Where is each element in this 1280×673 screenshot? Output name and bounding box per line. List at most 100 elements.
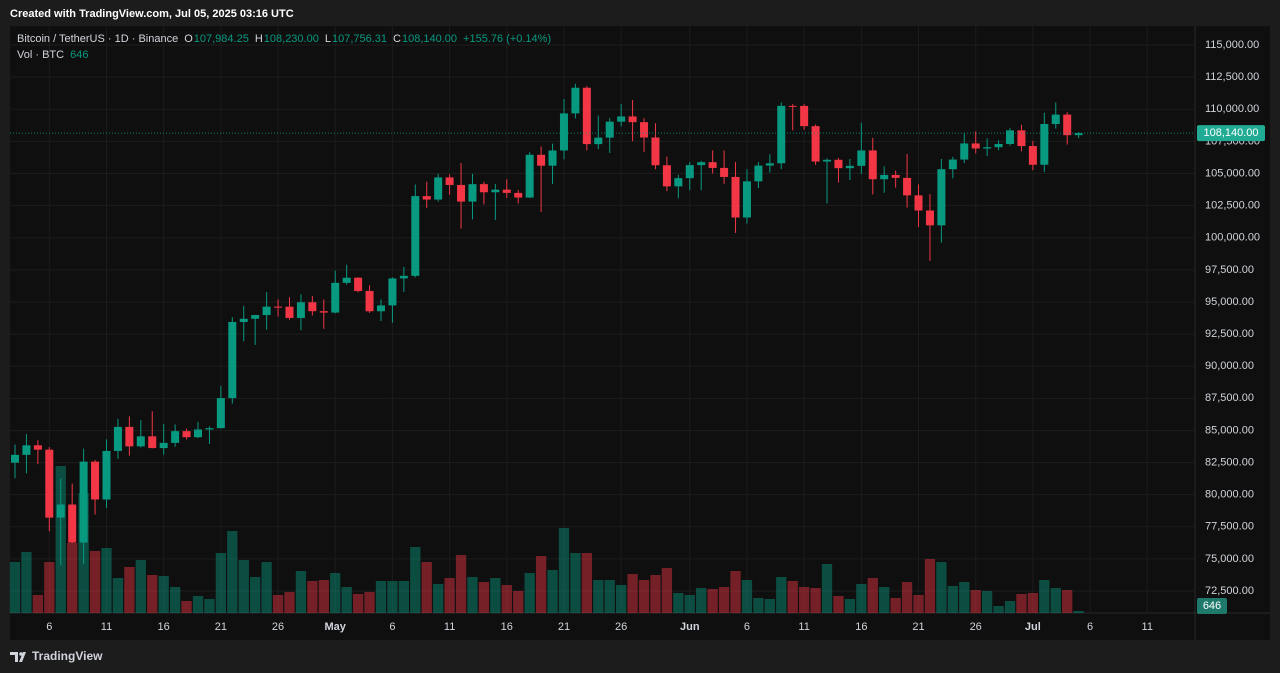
volume-bar	[238, 560, 249, 613]
candle-body	[708, 162, 717, 168]
candle-body	[228, 321, 237, 399]
candle-body	[754, 165, 763, 182]
x-tick-label: 6	[744, 621, 750, 633]
candle-body	[91, 461, 100, 500]
candle-body	[205, 428, 214, 430]
candle-body	[834, 159, 843, 169]
ohlc-key: O	[184, 33, 193, 45]
x-tick-label: 26	[970, 621, 982, 633]
volume-bar	[1039, 580, 1050, 613]
x-tick-label: 16	[158, 621, 170, 633]
candle-body	[319, 311, 328, 313]
volume-bar	[890, 598, 901, 613]
x-tick-label: 16	[855, 621, 867, 633]
candle-body	[823, 159, 832, 162]
volume-bar	[981, 591, 993, 613]
candle-body	[342, 277, 351, 283]
candle-body	[491, 189, 500, 193]
candle-body	[559, 113, 568, 151]
volume-bar	[21, 552, 32, 613]
volume-bar	[604, 580, 615, 613]
volume-bar	[798, 587, 810, 613]
candle-body	[994, 143, 1003, 148]
y-tick-label: 82,500.00	[1205, 456, 1254, 468]
y-tick-label: 115,000.00	[1205, 39, 1259, 51]
candle-body	[948, 159, 957, 170]
volume-bar	[616, 585, 627, 613]
volume-bar	[44, 562, 55, 613]
x-tick-label: 11	[444, 621, 455, 633]
volume-bar	[970, 590, 981, 613]
change: +155.76 (+0.14%)	[463, 33, 552, 45]
header: Created with TradingView.com, Jul 05, 20…	[10, 8, 294, 20]
candle-body	[56, 504, 65, 518]
volume-bar	[32, 595, 44, 613]
candle-body	[193, 429, 202, 438]
volume-bar	[741, 580, 753, 613]
logo	[10, 652, 26, 662]
volume-tag	[1197, 598, 1227, 614]
ohlc-value: 108,140.00	[401, 33, 458, 45]
volume-bar	[821, 564, 833, 613]
volume-bar	[467, 577, 478, 613]
candle-body	[937, 169, 946, 226]
y-tick-label: 77,500.00	[1205, 521, 1254, 533]
ohlc-field: C108,140.00	[393, 33, 457, 45]
volume-bar	[593, 580, 604, 613]
candle-body	[22, 445, 31, 455]
candle-body	[857, 150, 866, 166]
candle-body	[731, 176, 740, 218]
candle-body	[1017, 130, 1026, 147]
volume-bar	[684, 595, 695, 613]
candle-body	[537, 154, 546, 166]
candle-body	[262, 306, 271, 316]
volume-bar	[398, 581, 410, 613]
x-tick-label: 21	[558, 621, 570, 633]
volume-bar	[730, 571, 741, 613]
ohlc-key: L	[324, 33, 331, 45]
volume-bar	[410, 547, 421, 613]
volume-bar	[959, 582, 970, 613]
volume-bar	[261, 562, 272, 613]
volume-bar	[879, 587, 890, 613]
candle-body	[354, 277, 363, 291]
candle-body	[1006, 130, 1015, 144]
logo-dot	[19, 652, 23, 656]
x-tick-label: 6	[1087, 621, 1093, 633]
volume-bar	[947, 586, 958, 613]
volume-bar	[433, 584, 444, 613]
y-tick-label: 102,500.00	[1205, 200, 1260, 212]
ohlc-value: 107,984.25	[193, 33, 249, 45]
candle-body	[33, 445, 42, 450]
footer-brand: TradingView	[32, 649, 103, 663]
candle-body	[79, 461, 88, 543]
candle-body	[113, 426, 122, 451]
candle-body	[434, 177, 443, 200]
volume-name: Vol · BTC	[17, 49, 65, 61]
candle-body	[582, 87, 591, 145]
candle-body	[788, 105, 797, 107]
x-tick-label: 21	[912, 621, 924, 633]
x-tick-label: 11	[798, 621, 809, 633]
candle-body	[925, 210, 934, 226]
candle-body	[171, 431, 180, 443]
volume-bar	[993, 606, 1004, 613]
candle-body	[914, 195, 923, 211]
volume-bar	[375, 581, 387, 613]
volume-bar	[204, 599, 215, 613]
x-tick-label: 21	[215, 621, 227, 633]
volume-bar	[513, 591, 524, 613]
candle-body	[159, 442, 168, 449]
candle-body	[617, 116, 626, 122]
ohlc-key: H	[254, 33, 263, 45]
candle-body	[296, 302, 305, 318]
volume-bar	[421, 562, 432, 613]
candle-body	[376, 305, 385, 312]
volume-bar	[776, 577, 787, 613]
volume-bar	[524, 573, 535, 613]
candle-body	[1074, 133, 1083, 136]
y-tick-label: 87,500.00	[1205, 392, 1254, 404]
candle-body	[502, 189, 511, 193]
candle-body	[68, 504, 77, 543]
x-tick-label: 26	[272, 621, 284, 633]
